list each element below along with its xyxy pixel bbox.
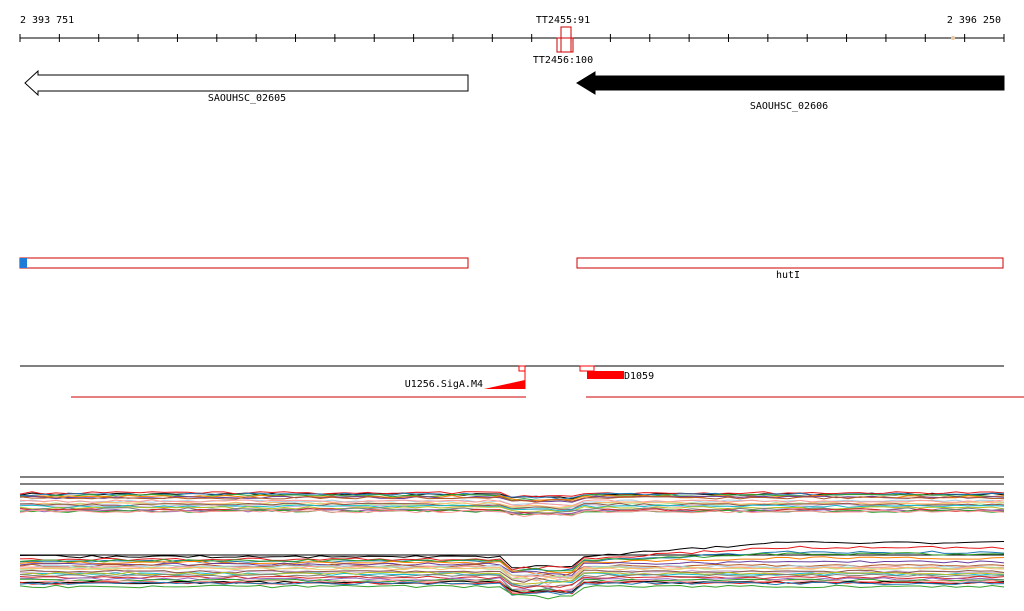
feature-track: U1256.SigA.M4 D1059 xyxy=(20,365,1024,398)
feature-u1256-box[interactable] xyxy=(518,365,526,372)
expression-upper-trace xyxy=(19,509,1005,518)
terminator-tt2456[interactable] xyxy=(556,37,574,53)
expression-lower-trace xyxy=(19,560,1005,576)
expression-upper-trace xyxy=(19,504,1005,512)
expression-lower-trace xyxy=(19,556,1005,575)
ruler-end-label: 2 396 250 xyxy=(947,15,1001,26)
gene-track: SAOUHSC_02605 SAOUHSC_02606 xyxy=(24,69,1005,112)
gene-saouhsc-02605-label: SAOUHSC_02605 xyxy=(208,93,286,104)
expression-lower-trace xyxy=(19,573,1005,589)
expression-lower-trace xyxy=(19,545,1005,571)
feature-u1256-label: U1256.SigA.M4 xyxy=(405,379,483,390)
coordinate-ruler: 2 393 751 2 396 250 xyxy=(19,15,1005,42)
expression-panel-upper-lines xyxy=(19,491,1005,518)
expression-lower-trace xyxy=(19,564,1004,578)
ruler-end-marker xyxy=(951,36,955,40)
expression-lower-trace xyxy=(19,584,1005,600)
feature-d1059-label: D1059 xyxy=(624,371,654,382)
expression-lower-trace xyxy=(19,541,1005,569)
expression-upper-trace xyxy=(19,492,1005,500)
expression-panel-lower xyxy=(19,541,1005,600)
expression-upper-trace xyxy=(19,496,1005,503)
operon-track: hutI xyxy=(19,257,1004,281)
terminator-track: TT2455:91 TT2456:100 xyxy=(533,15,955,66)
terminator-tt2456-label: TT2456:100 xyxy=(533,55,593,66)
expression-lower-trace xyxy=(19,566,1005,582)
ruler-start-label: 2 393 751 xyxy=(20,15,74,26)
expression-lower-trace xyxy=(19,581,1005,596)
feature-d1059-bar[interactable] xyxy=(587,371,624,379)
operon-huti[interactable] xyxy=(576,257,1004,269)
gene-saouhsc-02606-arrow[interactable] xyxy=(576,71,1005,95)
terminator-tt2455[interactable] xyxy=(560,26,572,53)
terminator-tt2455-label: TT2455:91 xyxy=(536,15,590,26)
gene-saouhsc-02605-arrow[interactable] xyxy=(24,69,469,97)
feature-u1256-ramp[interactable] xyxy=(484,380,525,389)
operon-left-start-marker xyxy=(20,258,27,268)
operon-huti-label: hutI xyxy=(776,270,800,281)
expression-panel-upper xyxy=(19,476,1005,518)
expression-upper-trace xyxy=(19,499,1005,507)
expression-panel-lower-lines xyxy=(19,541,1005,600)
operon-left[interactable] xyxy=(19,257,469,269)
gene-saouhsc-02606-label: SAOUHSC_02606 xyxy=(750,101,828,112)
expression-lower-trace xyxy=(19,569,1005,583)
ruler-ticks xyxy=(19,34,1005,42)
expression-lower-trace xyxy=(19,575,1005,589)
expression-upper-trace xyxy=(19,501,1005,508)
feature-d1059-box[interactable] xyxy=(579,365,595,372)
expression-upper-trace xyxy=(19,506,1005,513)
